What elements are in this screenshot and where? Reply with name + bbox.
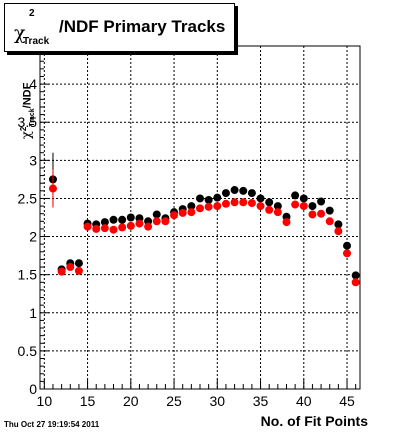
data-point — [109, 225, 118, 234]
data-point — [170, 211, 179, 220]
data-point — [221, 199, 230, 208]
title-text: /NDF Primary Tracks — [59, 17, 226, 36]
y-tick-label: 0.5 — [18, 343, 38, 359]
data-point — [291, 200, 300, 209]
data-point — [161, 217, 170, 226]
data-point — [343, 241, 352, 250]
data-point — [308, 210, 317, 219]
data-point — [178, 208, 187, 217]
title-subscript: Track — [23, 36, 50, 47]
y-tick-label: 3 — [29, 152, 37, 168]
data-point — [230, 198, 239, 207]
ylabel-superscript: 2 — [19, 126, 28, 132]
grid-lines — [40, 46, 360, 390]
timestamp: Thu Oct 27 19:19:54 2011 — [4, 420, 100, 429]
data-point — [265, 198, 274, 207]
x-tick-label: 40 — [296, 393, 312, 409]
data-point — [343, 249, 352, 258]
data-point — [230, 186, 239, 195]
data-point — [334, 220, 343, 229]
data-point — [74, 266, 83, 275]
data-point — [351, 278, 360, 287]
y-tick-label: 1.5 — [18, 267, 38, 283]
data-point — [273, 208, 282, 217]
data-point — [317, 197, 326, 206]
data-point — [334, 227, 343, 236]
data-point — [256, 202, 265, 211]
data-point — [247, 199, 256, 208]
ylabel-text: /NDF — [21, 82, 34, 109]
data-point — [118, 215, 127, 224]
data-point — [100, 224, 109, 233]
data-point — [135, 219, 144, 228]
data-point — [126, 213, 135, 222]
y-tick-label: 3.5 — [18, 114, 38, 130]
x-tick-label: 35 — [253, 393, 269, 409]
data-point — [48, 184, 57, 193]
data-point — [308, 202, 317, 211]
x-tick-label: 45 — [339, 393, 355, 409]
x-axis-label: No. of Fit Points — [260, 413, 368, 429]
data-point — [351, 271, 360, 280]
data-point — [57, 267, 66, 276]
y-tick-label: 1 — [29, 305, 37, 321]
y-tick-label: 0 — [29, 381, 37, 397]
data-point — [196, 194, 204, 203]
data-marks — [48, 152, 360, 287]
tick-labels: 10 15 20 25 30 35 40 45 0 0.5 1 1.5 2 2.5 3 3.5 4 — [18, 76, 355, 409]
data-point — [247, 189, 256, 198]
data-point — [196, 204, 204, 213]
title-superscript: 2 — [29, 8, 35, 19]
data-point — [282, 218, 291, 227]
data-point — [325, 206, 334, 215]
data-point — [265, 205, 274, 214]
data-point — [100, 218, 109, 227]
data-point — [66, 263, 75, 272]
data-point — [118, 223, 127, 232]
data-point — [204, 202, 213, 211]
data-point — [126, 221, 135, 230]
x-tick-label: 30 — [210, 393, 226, 409]
data-point — [239, 198, 248, 207]
data-point — [144, 222, 153, 231]
data-point — [273, 202, 282, 211]
data-point — [317, 209, 326, 218]
data-point — [325, 217, 334, 226]
x-tick-label: 20 — [123, 393, 139, 409]
data-point — [187, 202, 196, 211]
title-chi-symbol: χ — [14, 22, 26, 44]
data-point — [239, 186, 248, 195]
data-point — [256, 194, 265, 203]
data-point — [204, 195, 213, 204]
x-tick-label: 15 — [80, 393, 96, 409]
ylabel-chi-symbol: χ — [19, 131, 35, 139]
y-tick-label: 4 — [29, 76, 37, 92]
data-point — [74, 259, 83, 268]
data-point — [221, 189, 230, 198]
ylabel-subscript: Track — [28, 108, 36, 127]
data-point — [213, 193, 222, 202]
data-point — [187, 208, 196, 217]
x-tick-label: 25 — [166, 393, 182, 409]
y-tick-label: 2 — [29, 229, 37, 245]
data-point — [109, 215, 118, 224]
data-point — [83, 222, 92, 231]
data-point — [291, 191, 300, 200]
x-tick-label: 10 — [37, 393, 53, 409]
data-point — [213, 202, 222, 211]
data-point — [152, 217, 161, 226]
data-point — [152, 210, 161, 219]
y-axis-label: χ2Track/NDF — [5, 55, 45, 155]
axis-ticks — [40, 53, 357, 390]
data-point — [299, 202, 308, 211]
data-point — [299, 194, 308, 203]
chart-title: χ 2 Track /NDF Primary Tracks — [4, 3, 235, 52]
y-tick-label: 2.5 — [18, 190, 38, 206]
data-point — [92, 224, 101, 233]
